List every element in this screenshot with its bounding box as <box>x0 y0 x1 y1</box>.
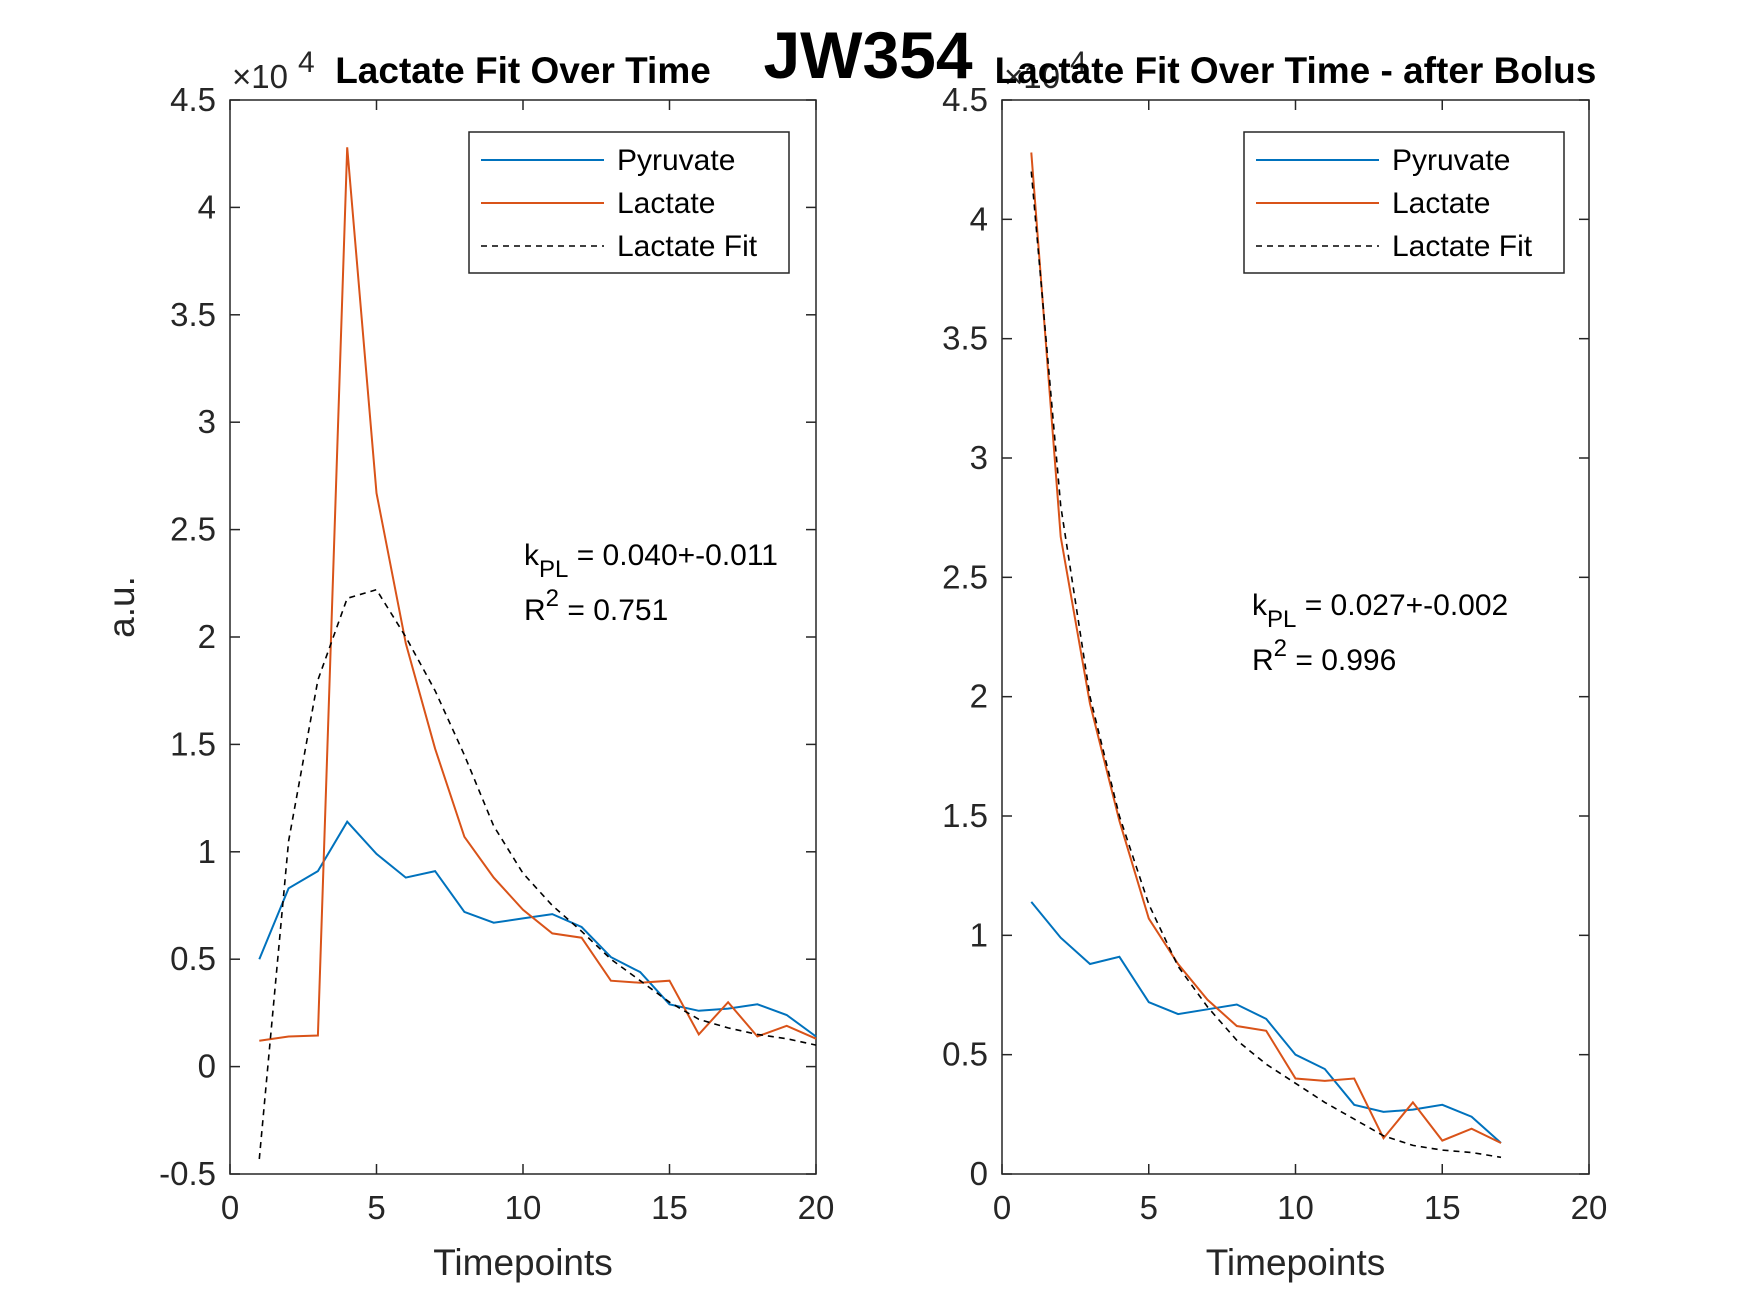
series-line-lactate-fit <box>258 588 817 1160</box>
kpl-subscript: PL <box>1267 606 1296 633</box>
r-symbol: R <box>524 594 546 627</box>
legend-entry-label: Lactate Fit <box>1392 230 1533 263</box>
y-exponent-power: 4 <box>1070 46 1087 79</box>
x-tick-label: 5 <box>367 1189 385 1226</box>
y-tick-label: 3 <box>198 403 216 440</box>
series-line-lactate-fit <box>1030 171 1502 1159</box>
legend-entry-label: Pyruvate <box>617 144 735 177</box>
kpl-subscript: PL <box>539 556 568 583</box>
y-tick-label: 3.5 <box>942 320 988 357</box>
y-tick-label: 0 <box>198 1048 216 1085</box>
plot-title: Lactate Fit Over Time <box>335 50 711 91</box>
x-tick-label: 15 <box>651 1189 688 1226</box>
figure-suptitle: JW354 <box>763 18 972 92</box>
legend-entry-label: Lactate <box>617 187 715 220</box>
kpl-annotation: kPL = 0.040+-0.011 <box>524 539 778 583</box>
r-squared-value: = 0.996 <box>1287 644 1396 677</box>
y-tick-label: 3 <box>970 439 988 476</box>
kpl-symbol: k <box>1252 589 1268 622</box>
r-squared-annotation: R2 = 0.751 <box>524 585 668 627</box>
kpl-value: = 0.027+-0.002 <box>1296 589 1508 622</box>
kpl-symbol: k <box>524 539 540 572</box>
x-tick-label: 20 <box>798 1189 835 1226</box>
x-axis-label: Timepoints <box>1206 1242 1386 1283</box>
y-tick-label: 0 <box>970 1155 988 1192</box>
y-tick-label: 2 <box>198 618 216 655</box>
series-line-lactate <box>259 147 817 1042</box>
y-tick-label: 4.5 <box>170 81 216 118</box>
y-axis-label: a.u. <box>101 576 142 638</box>
r-superscript: 2 <box>546 585 559 612</box>
series-line-pyruvate <box>1030 901 1502 1144</box>
left-plot-panel: 0 5 10 15 20-0.500.511.522.533.544.5×10 4 Lact… <box>101 46 834 1283</box>
series-line-lactate <box>1030 152 1502 1144</box>
y-exponent-label: ×10 <box>1004 58 1060 95</box>
x-tick-label: 10 <box>1277 1189 1314 1226</box>
kpl-annotation: kPL = 0.027+-0.002 <box>1252 589 1508 633</box>
plot-area-frame <box>1001 99 1590 1175</box>
y-tick-label: 4 <box>970 200 988 237</box>
y-tick-label: 1.5 <box>170 725 216 762</box>
plot-area-frame <box>229 99 817 1175</box>
plot-title: Lactate Fit Over Time - after Bolus <box>995 50 1597 91</box>
y-tick-label: 1 <box>198 833 216 870</box>
y-tick-label: 1 <box>970 916 988 953</box>
r-squared-annotation: R2 = 0.996 <box>1252 635 1396 677</box>
x-axis-label: Timepoints <box>433 1242 613 1283</box>
y-exponent-label: ×10 <box>232 58 288 95</box>
y-tick-label: 4.5 <box>942 81 988 118</box>
x-tick-label: 10 <box>505 1189 542 1226</box>
x-tick-label: 0 <box>221 1189 239 1226</box>
y-tick-label: 4 <box>198 188 216 225</box>
y-tick-label: -0.5 <box>159 1155 216 1192</box>
y-tick-label: 0.5 <box>942 1036 988 1073</box>
y-tick-label: 2.5 <box>170 511 216 548</box>
r-squared-value: = 0.751 <box>559 594 668 627</box>
x-tick-label: 20 <box>1571 1189 1608 1226</box>
y-tick-label: 1.5 <box>942 797 988 834</box>
legend-entry-label: Pyruvate <box>1392 144 1510 177</box>
r-symbol: R <box>1252 644 1274 677</box>
x-tick-label: 0 <box>993 1189 1011 1226</box>
kpl-value: = 0.040+-0.011 <box>568 539 778 572</box>
legend-entry-label: Lactate <box>1392 187 1490 220</box>
y-exponent-power: 4 <box>298 46 315 79</box>
y-tick-label: 3.5 <box>170 296 216 333</box>
r-superscript: 2 <box>1274 635 1287 662</box>
x-tick-label: 15 <box>1424 1189 1461 1226</box>
legend: Pyruvate Lactate Lactate Fit <box>1243 131 1565 274</box>
x-tick-label: 5 <box>1140 1189 1158 1226</box>
legend-entry-label: Lactate Fit <box>617 230 758 263</box>
y-tick-label: 0.5 <box>170 940 216 977</box>
y-tick-label: 2 <box>970 678 988 715</box>
legend: Pyruvate Lactate Lactate Fit <box>468 131 790 274</box>
y-tick-label: 2.5 <box>942 558 988 595</box>
